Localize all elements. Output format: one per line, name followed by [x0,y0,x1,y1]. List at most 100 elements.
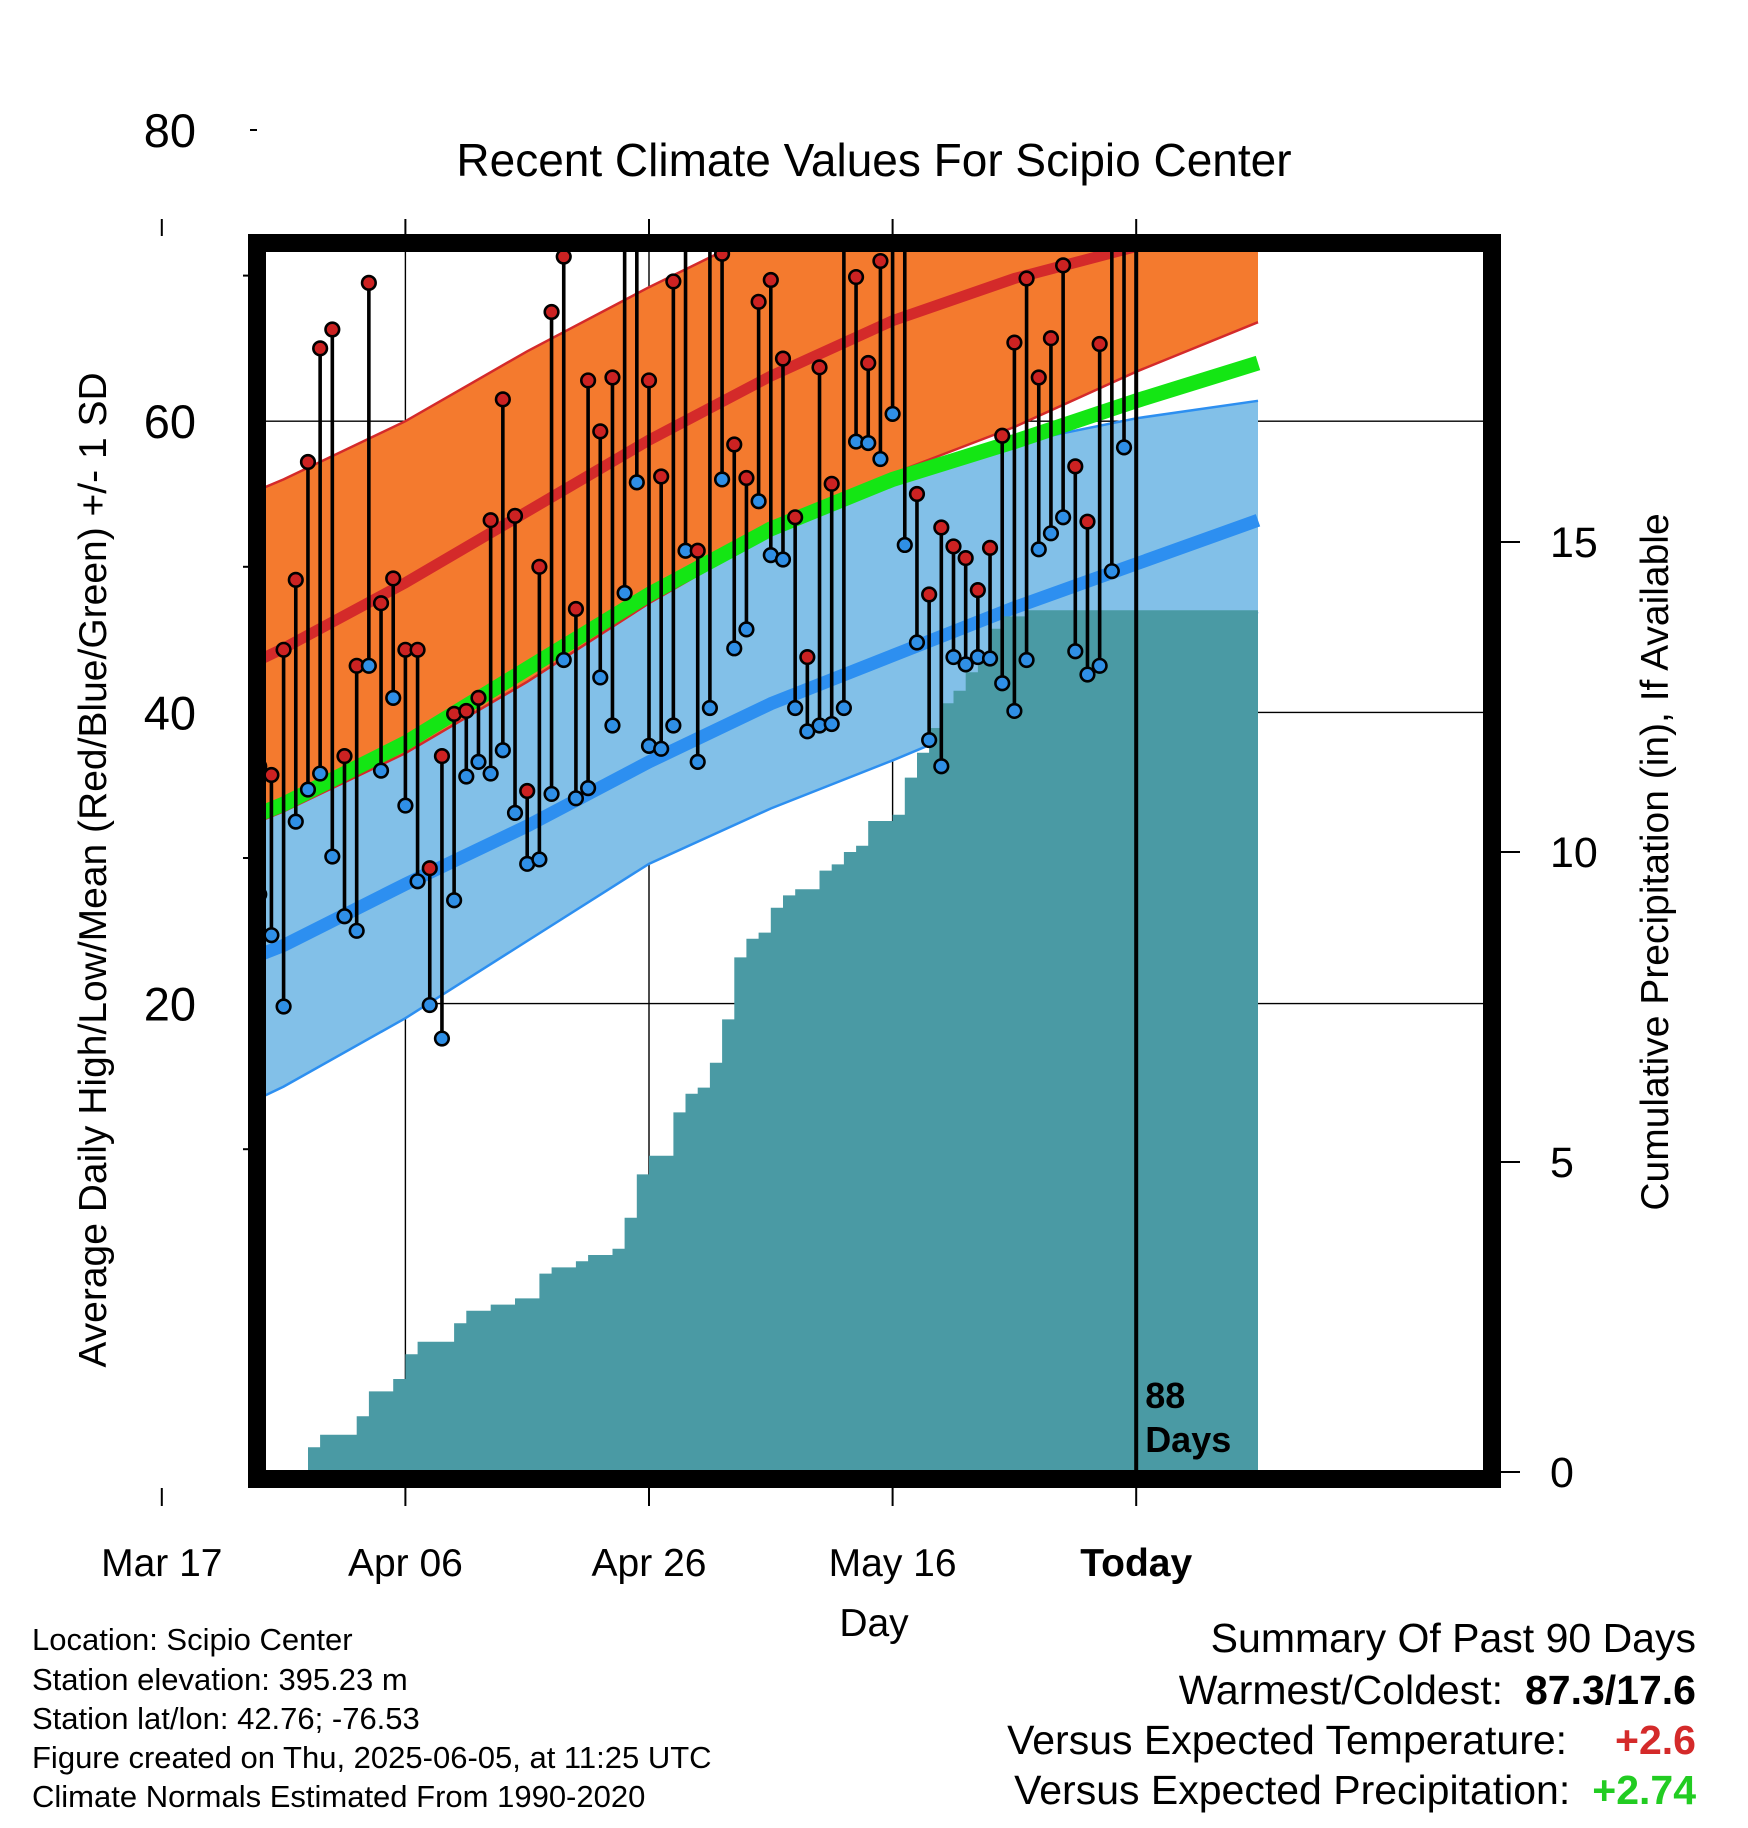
daily-low-point-51 [653,740,670,757]
daily-high-point-4 [82,345,96,359]
daily-bar-23 [312,340,329,782]
daily-high-point-68 [860,354,877,372]
daily-high-point-23 [312,340,329,357]
daily-high-point-27 [360,274,377,291]
daily-high-point-84 [1055,257,1072,274]
daily-bar-85 [1067,458,1084,660]
daily-high-point-1 [45,842,59,856]
daily-high-point-75 [945,538,962,555]
daily-high-point-86 [1079,513,1096,530]
chart-title: Recent Climate Values For Scipio Center [456,134,1291,186]
daily-high-point-54 [689,542,706,559]
daily-high-point-19 [264,766,280,784]
daily-low-point-29 [385,689,402,706]
daily-high-point-58 [738,469,755,487]
daily-bar-56 [713,250,731,488]
daily-low-point-7 [118,802,132,816]
daily-bar-12 [179,296,193,646]
daily-low-point-80 [1006,702,1023,720]
daily-low-point-27 [360,657,377,674]
summary-heading: Summary Of Past 90 Days [1210,1615,1696,1661]
daily-bar-61 [774,350,792,568]
y2-axis-label: Cumulative Precipitation (in), If Availa… [1634,513,1677,1210]
daily-low-point-46 [592,669,609,686]
daily-low-point-55 [701,699,719,717]
daily-bar-55 [701,250,719,717]
daily-bar-75 [945,538,962,666]
daily-low-point-30 [397,797,414,814]
daily-low-point-49 [628,474,645,491]
summary-precipitation: Versus Expected Precipitation: +2.74 [1014,1770,1696,1811]
daily-low-point-34 [446,892,463,909]
daily-low-point-70 [884,405,901,423]
summary-precip-label: Versus Expected Precipitation: [1014,1767,1571,1813]
daily-low-point-81 [1018,651,1035,669]
daily-bar-15 [216,534,230,980]
daily-bar-42 [543,303,560,803]
daily-low-point-87 [1091,657,1108,674]
summary-warmest-coldest-value: 87.3/17.6 [1525,1667,1696,1713]
daily-high-point-73 [921,586,938,603]
daily-bar-78 [981,539,999,667]
daily-bar-28 [372,595,390,779]
daily-bar-67 [847,268,865,450]
daily-high-point-16 [228,764,242,778]
daily-low-point-58 [738,621,755,638]
daily-low-point-59 [750,493,767,510]
daily-high-point-28 [372,595,390,612]
x-tick-label-1: Apr 06 [348,1542,463,1585]
daily-bar-46 [592,423,609,686]
daily-low-point-24 [324,848,341,865]
daily-bar-81 [1018,270,1035,669]
x-tick-label-4: Today [1080,1542,1192,1585]
daily-bar-16 [228,764,242,1046]
daily-high-point-43 [555,250,572,265]
daily-high-point-82 [1030,369,1047,386]
daily-bar-41 [531,558,548,868]
daily-high-point-2 [58,688,72,702]
x-axis-label: Day [839,1602,909,1645]
daily-low-point-43 [555,651,572,669]
daily-bar-33 [433,747,451,1047]
daily-bar-65 [823,475,840,733]
daily-bar-59 [750,293,767,510]
daily-bar-47 [604,369,621,734]
daily-low-point-0 [33,931,47,945]
daily-high-point-22 [299,453,317,471]
daily-low-point-26 [348,922,365,939]
daily-bar-57 [726,436,743,657]
daily-bar-87 [1091,335,1108,674]
daily-bar-86 [1079,513,1096,683]
daily-low-point-12 [179,633,193,647]
daily-low-point-75 [945,648,962,666]
daily-bar-10 [155,612,169,934]
daily-bar-60 [762,271,779,564]
daily-bar-32 [421,860,438,1014]
daily-bar-36 [470,689,487,771]
summary-precip-value: +2.74 [1592,1767,1696,1813]
daily-high-point-52 [665,273,682,290]
daily-bar-26 [348,657,365,939]
summary-temperature: Versus Expected Temperature: +2.6 [1007,1720,1696,1761]
daily-high-point-57 [726,436,743,453]
daily-low-point-76 [957,656,974,673]
daily-low-point-86 [1079,666,1096,683]
daily-bar-27 [360,274,377,674]
daily-low-point-36 [470,753,487,771]
daily-high-point-38 [494,391,511,408]
today-days-word: Days [1145,1419,1231,1460]
daily-bar-62 [787,509,804,717]
daily-low-point-16 [228,1032,242,1046]
daily-bar-54 [689,542,706,771]
daily-bar-63 [799,648,816,740]
daily-low-point-39 [506,804,524,821]
daily-high-point-80 [1006,334,1023,351]
daily-bar-22 [299,453,317,798]
daily-bar-82 [1030,369,1047,558]
daily-high-point-45 [579,372,597,389]
cumulative-precip-area [264,610,1258,1472]
daily-high-point-31 [409,641,426,658]
daily-low-point-48 [616,584,633,602]
daily-bar-34 [446,705,463,909]
daily-low-point-20 [275,998,292,1015]
